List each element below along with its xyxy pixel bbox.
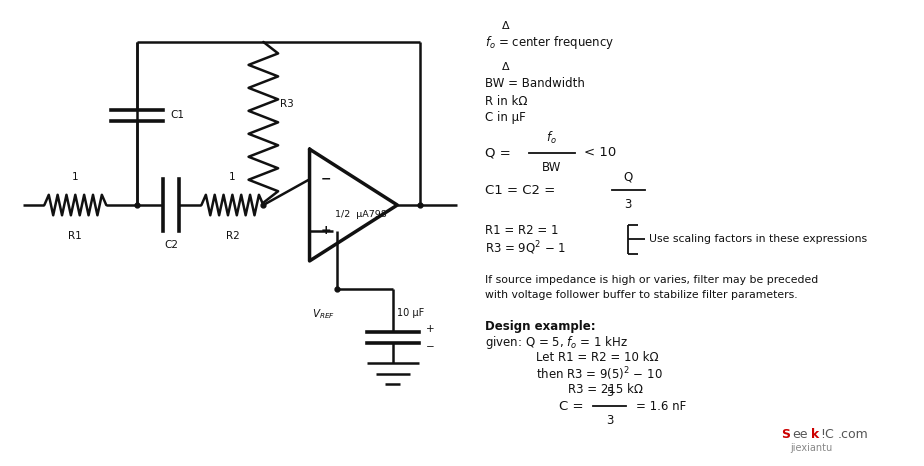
Text: R in kΩ: R in kΩ	[485, 95, 528, 108]
Text: C =: C =	[559, 400, 588, 413]
Text: Q =: Q =	[485, 146, 515, 159]
Text: R1 = R2 = 1: R1 = R2 = 1	[485, 224, 559, 237]
Text: C1 = C2 =: C1 = C2 =	[485, 184, 560, 197]
Text: Δ: Δ	[502, 62, 509, 72]
Text: BW = Bandwidth: BW = Bandwidth	[485, 77, 585, 90]
Text: < 10: < 10	[584, 146, 616, 159]
Text: S: S	[781, 428, 790, 441]
Text: −: −	[321, 173, 331, 186]
Text: Design example:: Design example:	[485, 320, 596, 333]
Text: Use scaling factors in these expressions: Use scaling factors in these expressions	[649, 234, 867, 244]
Text: Let R1 = R2 = 10 kΩ: Let R1 = R2 = 10 kΩ	[536, 351, 659, 364]
Text: R2: R2	[225, 231, 239, 240]
Text: R3 = 215 kΩ: R3 = 215 kΩ	[568, 383, 643, 396]
Text: C in μF: C in μF	[485, 111, 526, 124]
Text: 3: 3	[625, 198, 632, 211]
Text: jiexiantu: jiexiantu	[790, 443, 833, 453]
Text: $V_{REF}$: $V_{REF}$	[312, 308, 334, 322]
Text: −: −	[426, 342, 434, 352]
Text: !C: !C	[821, 428, 834, 441]
Text: 1: 1	[229, 172, 236, 182]
Text: 1: 1	[72, 172, 79, 182]
Text: = 1.6 nF: = 1.6 nF	[636, 400, 686, 413]
Text: 1/2  μA798: 1/2 μA798	[335, 210, 387, 219]
Text: then R3 = 9(5)$^2$ − 10: then R3 = 9(5)$^2$ − 10	[536, 365, 663, 383]
Text: 10 μF: 10 μF	[397, 308, 424, 318]
Text: BW: BW	[542, 161, 561, 174]
Text: C1: C1	[170, 110, 184, 120]
Text: given: Q = 5, $f_o$ = 1 kHz: given: Q = 5, $f_o$ = 1 kHz	[485, 334, 628, 351]
Text: 5: 5	[606, 386, 614, 399]
Text: +: +	[321, 224, 331, 237]
Text: $f_o$ = center frequency: $f_o$ = center frequency	[485, 34, 614, 51]
Text: .com: .com	[837, 428, 868, 441]
Text: with voltage follower buffer to stabilize filter parameters.: with voltage follower buffer to stabiliz…	[485, 289, 797, 300]
Text: R3 = 9Q$^2$ − 1: R3 = 9Q$^2$ − 1	[485, 239, 566, 257]
Text: C2: C2	[164, 240, 178, 250]
Text: Q: Q	[624, 171, 633, 184]
Text: R3: R3	[280, 99, 294, 109]
Text: If source impedance is high or varies, filter may be preceded: If source impedance is high or varies, f…	[485, 274, 819, 285]
Text: +: +	[426, 323, 434, 334]
Text: $f_o$: $f_o$	[546, 130, 557, 146]
Text: Δ: Δ	[502, 21, 509, 31]
Text: 3: 3	[606, 414, 614, 427]
Text: R1: R1	[68, 231, 82, 240]
Text: k: k	[811, 428, 820, 441]
Text: ee: ee	[792, 428, 808, 441]
